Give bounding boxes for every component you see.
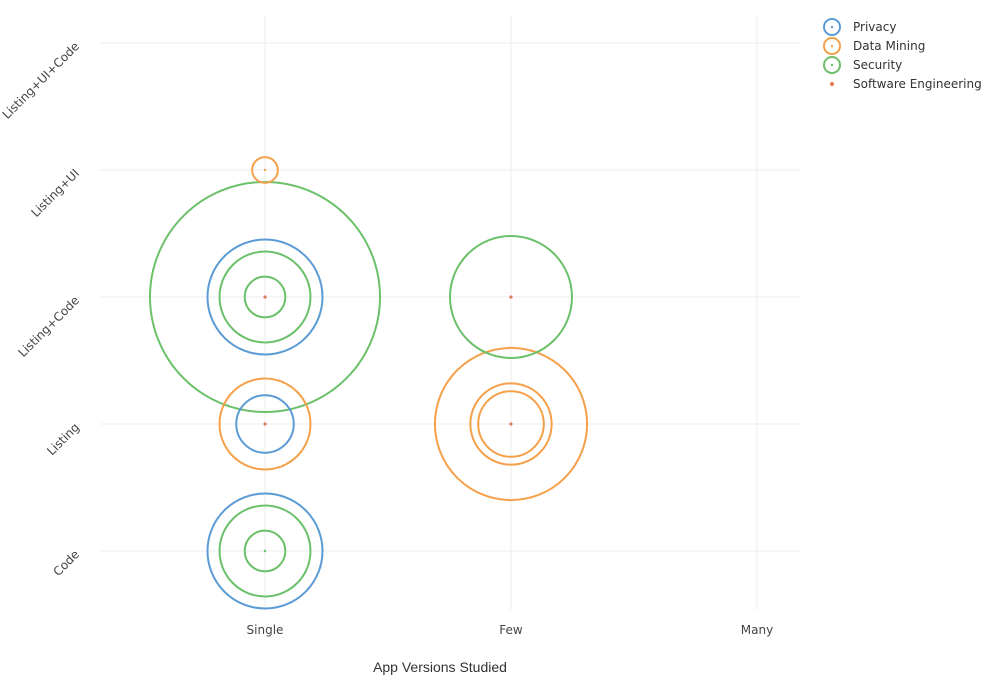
legend-item-data-mining[interactable]: Data Mining	[823, 37, 925, 55]
bubble-data-mining-0[interactable]	[251, 156, 279, 184]
bubble-ring	[433, 346, 589, 502]
legend-item-software-engineering[interactable]: Software Engineering	[830, 77, 982, 91]
bubble-center-dot	[263, 549, 267, 553]
x-tick-label-single: Single	[247, 623, 284, 637]
bubble-ring	[251, 156, 279, 184]
legend-marker	[823, 37, 841, 55]
bubble-ring	[206, 492, 324, 610]
legend-marker-dot	[830, 63, 834, 67]
bubble-center-dot	[263, 168, 267, 172]
bubble-ring	[477, 390, 545, 458]
legend-item-security[interactable]: Security	[823, 56, 902, 74]
bubble-ring	[206, 238, 324, 356]
legend-marker-dot	[830, 25, 834, 29]
y-tick-label-code: Code	[50, 547, 82, 579]
y-tick-label-listing-code: Listing+Code	[15, 293, 82, 360]
grid-layer	[100, 15, 800, 610]
marks-layer	[149, 156, 589, 610]
legend-marker	[830, 82, 834, 86]
legend-label: Data Mining	[853, 39, 925, 53]
point-software-engineering-3[interactable]	[509, 422, 513, 426]
bubble-ring	[469, 382, 553, 466]
legend-item-privacy[interactable]: Privacy	[823, 18, 896, 36]
legend-label: Software Engineering	[853, 77, 982, 91]
legend[interactable]: Privacy Data Mining Security Software Engin…	[823, 18, 982, 91]
bubble-ring	[218, 377, 312, 471]
x-axis-title: App Versions Studied	[373, 659, 507, 675]
bubble-ring	[243, 275, 287, 319]
point-software-engineering-1[interactable]	[263, 422, 267, 426]
bubble-ring	[243, 529, 287, 573]
x-tick-label-many: Many	[741, 623, 773, 637]
point-software-engineering-0[interactable]	[263, 295, 267, 299]
y-tick-label-listing-ui-code: Listing+UI+Code	[0, 39, 82, 122]
y-tick-label-listing: Listing	[44, 420, 82, 458]
bubble-ring	[449, 235, 573, 359]
x-tick-label-few: Few	[499, 623, 523, 637]
point-software-engineering-2[interactable]	[509, 295, 513, 299]
legend-marker	[823, 56, 841, 74]
legend-marker	[823, 18, 841, 36]
y-tick-label-listing-ui: Listing+UI	[28, 166, 82, 220]
ticks-layer: Single Few Many Code Listing Listing+Code List…	[0, 39, 773, 637]
bubble-ring	[235, 394, 295, 454]
legend-label: Privacy	[853, 20, 896, 34]
legend-marker-dot	[830, 44, 834, 48]
bubble-ring	[218, 504, 312, 598]
bubble-ring	[218, 250, 312, 344]
bubble-security-5[interactable]	[243, 529, 287, 573]
legend-label: Security	[853, 58, 902, 72]
